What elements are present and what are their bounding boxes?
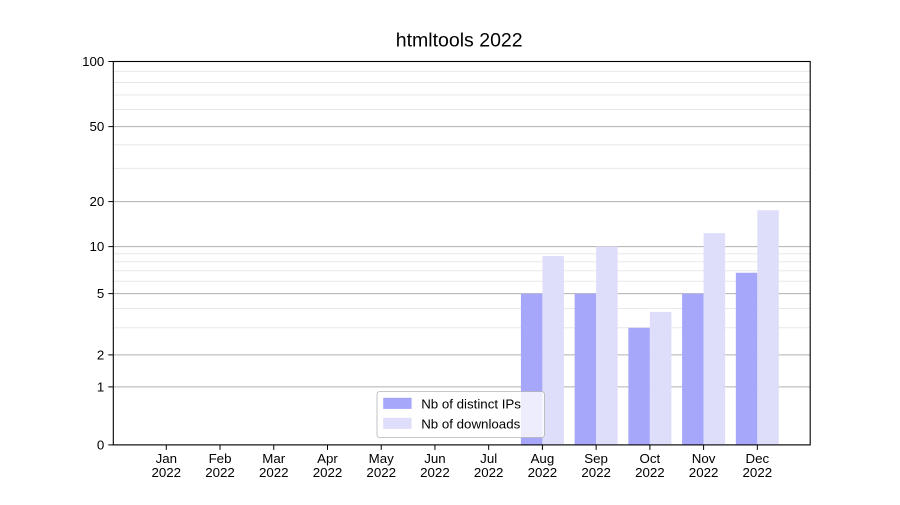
- svg-text:Dec: Dec: [746, 451, 770, 466]
- svg-text:Apr: Apr: [317, 451, 338, 466]
- svg-text:2022: 2022: [205, 465, 235, 480]
- svg-text:2022: 2022: [366, 465, 396, 480]
- svg-text:Mar: Mar: [262, 451, 285, 466]
- svg-text:Sep: Sep: [584, 451, 608, 466]
- svg-text:1: 1: [97, 379, 104, 394]
- svg-text:Nov: Nov: [692, 451, 716, 466]
- svg-text:20: 20: [90, 194, 105, 209]
- svg-text:2022: 2022: [152, 465, 182, 480]
- svg-text:2022: 2022: [420, 465, 450, 480]
- svg-text:2022: 2022: [689, 465, 719, 480]
- svg-text:2022: 2022: [743, 465, 773, 480]
- svg-text:Jan: Jan: [156, 451, 177, 466]
- svg-text:2022: 2022: [474, 465, 504, 480]
- svg-text:2022: 2022: [581, 465, 611, 480]
- svg-text:Jun: Jun: [424, 451, 445, 466]
- svg-text:2: 2: [97, 347, 104, 362]
- svg-text:Nb of downloads: Nb of downloads: [421, 417, 520, 432]
- svg-text:50: 50: [90, 119, 105, 134]
- svg-text:2022: 2022: [528, 465, 558, 480]
- svg-text:htmltools 2022: htmltools 2022: [396, 30, 523, 52]
- svg-text:2022: 2022: [313, 465, 343, 480]
- svg-text:2022: 2022: [259, 465, 289, 480]
- svg-text:2022: 2022: [635, 465, 665, 480]
- svg-text:Oct: Oct: [640, 451, 661, 466]
- svg-text:Aug: Aug: [531, 451, 555, 466]
- svg-text:May: May: [369, 451, 394, 466]
- svg-text:100: 100: [82, 54, 104, 69]
- svg-text:Nb of distinct IPs: Nb of distinct IPs: [421, 397, 521, 412]
- svg-text:0: 0: [97, 437, 104, 452]
- svg-text:Feb: Feb: [209, 451, 232, 466]
- svg-text:5: 5: [97, 286, 104, 301]
- svg-text:Jul: Jul: [480, 451, 497, 466]
- svg-text:10: 10: [90, 239, 105, 254]
